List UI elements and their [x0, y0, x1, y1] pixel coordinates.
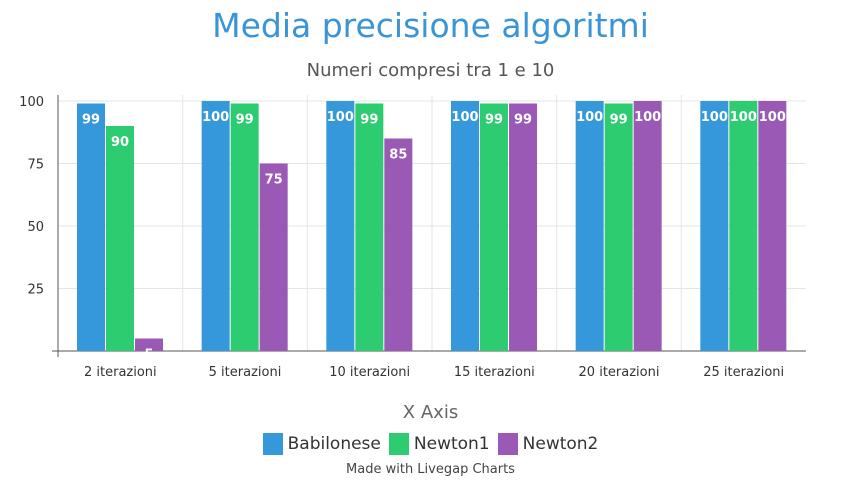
bar-chart: 25 50 75 100 99 90 5 2 iterazioni 100 99 75 5 itera… — [19, 95, 806, 380]
y-tick-label: 75 — [27, 158, 44, 173]
data-label: 100 — [730, 110, 757, 125]
x-tick-label: 2 iterazioni — [84, 365, 157, 380]
x-tick-label: 10 iterazioni — [329, 365, 410, 380]
data-label: 99 — [485, 113, 503, 128]
bar-newton2-5 — [633, 101, 662, 351]
y-tick-label: 25 — [27, 283, 44, 298]
legend-item-newton2[interactable]: Newton2 — [497, 433, 599, 455]
legend-swatch-newton1 — [388, 433, 409, 455]
data-label: 99 — [610, 113, 628, 128]
bar-newton2-6 — [758, 101, 787, 351]
data-label: 99 — [514, 113, 532, 128]
x-tick-label: 20 iterazioni — [579, 365, 660, 380]
bar-newton1-2 — [230, 103, 259, 351]
data-label: 75 — [265, 173, 283, 188]
bar-newton2-1 — [135, 338, 163, 351]
data-label: 100 — [759, 110, 786, 125]
data-label: 100 — [701, 110, 728, 125]
legend-item-babilonese[interactable]: Babilonese — [262, 433, 381, 455]
data-label: 85 — [389, 148, 407, 163]
bar-newton1-5 — [604, 103, 633, 351]
bar-babilonese-6 — [700, 101, 729, 351]
legend: Babilonese Newton1 Newton2 — [0, 433, 861, 455]
data-label: 99 — [236, 113, 254, 128]
data-label: 90 — [111, 135, 129, 150]
bar-newton2-4 — [509, 103, 537, 351]
x-tick-label: 25 iterazioni — [703, 365, 784, 380]
data-label: 100 — [634, 110, 661, 125]
legend-swatch-newton2 — [497, 433, 518, 455]
y-tick-label: 100 — [19, 95, 44, 110]
bar-newton2-3 — [384, 138, 413, 351]
legend-label-babilonese: Babilonese — [287, 434, 381, 454]
legend-swatch-babilonese — [262, 433, 283, 455]
chart-title: Media precisione algoritmi — [212, 6, 649, 45]
y-tick-label: 50 — [27, 220, 44, 235]
x-axis-label: X Axis — [402, 402, 459, 423]
credit-text: Made with Livegap Charts — [346, 462, 515, 477]
bar-newton2-2 — [259, 163, 288, 351]
data-label: 99 — [360, 113, 378, 128]
chart-subtitle: Numeri compresi tra 1 e 10 — [306, 60, 555, 81]
data-label: 100 — [202, 110, 229, 125]
data-label: 100 — [576, 110, 603, 125]
bar-newton1-6 — [729, 101, 758, 351]
bar-newton1-4 — [480, 103, 508, 351]
bar-babilonese-5 — [575, 101, 604, 351]
bar-newton1-1 — [106, 126, 134, 351]
legend-label-newton2: Newton2 — [522, 434, 599, 454]
data-label: 100 — [451, 110, 478, 125]
bar-newton1-3 — [355, 103, 384, 351]
bar-babilonese-4 — [451, 101, 479, 351]
bar-babilonese-2 — [201, 101, 230, 351]
bar-babilonese-1 — [77, 103, 105, 351]
bar-babilonese-3 — [326, 101, 355, 351]
x-tick-label: 15 iterazioni — [454, 365, 535, 380]
legend-label-newton1: Newton1 — [413, 434, 490, 454]
x-tick-label: 5 iterazioni — [209, 365, 282, 380]
data-label: 5 — [144, 348, 153, 363]
data-label: 99 — [82, 113, 100, 128]
data-label: 100 — [327, 110, 354, 125]
legend-item-newton1[interactable]: Newton1 — [388, 433, 490, 455]
